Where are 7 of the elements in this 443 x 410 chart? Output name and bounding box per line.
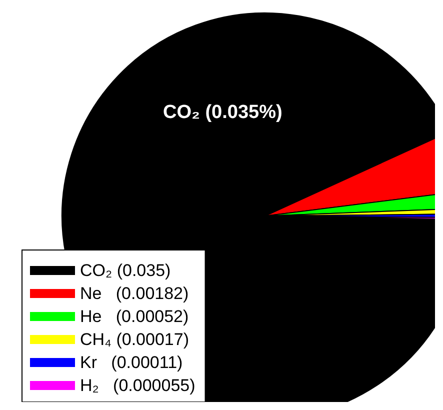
- text: CO₂ (0.035%): [163, 102, 282, 123]
- legend-label: H₂ (0.000055): [80, 376, 196, 395]
- legend-label: He (0.00052): [80, 307, 189, 326]
- legend-label: CH₄ (0.00017): [80, 330, 189, 349]
- legend-label: Ne (0.00182): [80, 284, 189, 303]
- legend-label: Kr (0.00011): [80, 353, 183, 372]
- legend-label: CO₂ (0.035): [80, 261, 171, 280]
